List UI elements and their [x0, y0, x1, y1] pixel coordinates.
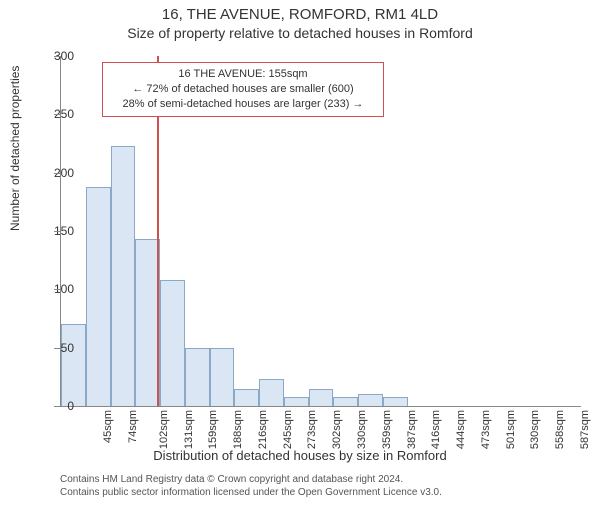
y-tick-mark [54, 231, 60, 232]
y-tick-mark [54, 348, 60, 349]
x-tick-label: 159sqm [208, 410, 220, 449]
x-tick-label: 273sqm [307, 410, 319, 449]
histogram-bar [185, 348, 210, 406]
x-tick-label: 359sqm [381, 410, 393, 449]
x-tick-label: 416sqm [430, 410, 442, 449]
page-title: 16, THE AVENUE, ROMFORD, RM1 4LD [0, 6, 600, 23]
x-tick-label: 102sqm [158, 410, 170, 449]
histogram-bar [86, 187, 111, 406]
y-tick-mark [54, 173, 60, 174]
x-axis-caption: Distribution of detached houses by size … [0, 448, 600, 463]
x-tick-label: 473sqm [480, 410, 492, 449]
x-tick-label: 587sqm [579, 410, 591, 449]
annotation-box: 16 THE AVENUE: 155sqm ← 72% of detached … [102, 62, 384, 117]
x-tick-label: 387sqm [406, 410, 418, 449]
histogram-bar [61, 324, 86, 406]
y-tick-mark [54, 406, 60, 407]
histogram-bar [383, 397, 408, 406]
annotation-line3: 28% of semi-detached houses are larger (… [111, 97, 375, 112]
x-tick-label: 530sqm [529, 410, 541, 449]
annotation-line2: ← 72% of detached houses are smaller (60… [111, 82, 375, 97]
y-tick-mark [54, 289, 60, 290]
x-tick-label: 330sqm [356, 410, 368, 449]
x-tick-label: 245sqm [282, 410, 294, 449]
footer: Contains HM Land Registry data © Crown c… [60, 474, 442, 499]
histogram-bar [333, 397, 358, 406]
histogram-bar [284, 397, 309, 406]
footer-line2: Contains public sector information licen… [60, 487, 442, 500]
x-tick-label: 501sqm [505, 410, 517, 449]
x-tick-label: 302sqm [331, 410, 343, 449]
annotation-line1: 16 THE AVENUE: 155sqm [111, 67, 375, 82]
x-tick-label: 131sqm [183, 410, 195, 449]
y-tick-mark [54, 56, 60, 57]
x-tick-label: 444sqm [455, 410, 467, 449]
histogram-bar [309, 389, 334, 407]
page-subtitle: Size of property relative to detached ho… [0, 25, 600, 41]
histogram-bar [210, 348, 235, 406]
histogram-bar [358, 394, 383, 406]
histogram-bar [234, 389, 259, 407]
y-axis-label: Number of detached properties [8, 66, 22, 231]
x-tick-label: 188sqm [232, 410, 244, 449]
x-tick-label: 45sqm [102, 410, 114, 443]
x-tick-label: 74sqm [127, 410, 139, 443]
footer-line1: Contains HM Land Registry data © Crown c… [60, 474, 442, 487]
histogram-bar [160, 280, 185, 406]
y-tick-mark [54, 114, 60, 115]
histogram-bar [111, 146, 136, 406]
x-tick-label: 216sqm [257, 410, 269, 449]
x-tick-label: 558sqm [554, 410, 566, 449]
histogram-bar [259, 379, 284, 406]
